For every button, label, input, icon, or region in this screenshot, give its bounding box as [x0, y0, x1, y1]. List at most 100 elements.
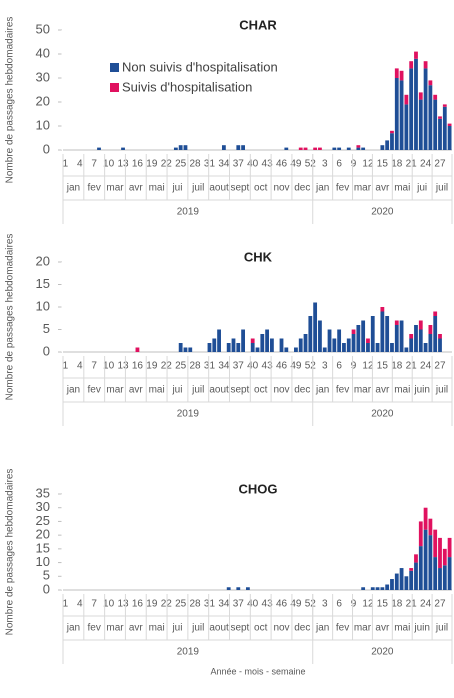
bar: [260, 334, 265, 352]
year-label: 2020: [371, 207, 394, 218]
bar: [380, 307, 385, 312]
x-axis-label: Année - mois - semaine: [210, 666, 305, 676]
x-tick-label: 6: [336, 599, 342, 610]
x-tick-label: 13: [117, 361, 129, 372]
bar: [327, 329, 332, 352]
x-tick-label: 19: [146, 599, 158, 610]
bar: [423, 507, 428, 530]
bar: [433, 316, 438, 352]
bar: [298, 338, 303, 352]
bar: [438, 118, 442, 150]
month-label: jan: [315, 623, 329, 634]
bar: [385, 316, 390, 352]
bar: [442, 104, 447, 107]
x-tick-label: 37: [233, 361, 245, 372]
bar: [270, 338, 274, 352]
y-tick-label: 10: [36, 298, 50, 313]
bar: [404, 576, 409, 590]
month-label: nov: [273, 623, 289, 634]
bar: [394, 320, 399, 325]
bar: [342, 343, 346, 352]
x-tick-label: 1: [63, 599, 69, 610]
x-tick-label: 15: [377, 361, 389, 372]
month-label: mar: [354, 623, 372, 634]
bar: [178, 145, 183, 150]
y-tick-label: 30: [36, 499, 50, 514]
bar: [241, 329, 245, 352]
bar: [414, 58, 418, 150]
bar: [404, 347, 409, 352]
month-label: juil: [191, 183, 204, 194]
bar: [121, 147, 125, 150]
x-tick-label: 28: [190, 599, 202, 610]
bar: [447, 123, 452, 126]
y-axis-label: Nombre de passages hebdomadaires: [5, 469, 16, 636]
bar: [438, 338, 442, 352]
x-tick-label: 52: [305, 599, 317, 610]
bar: [390, 133, 394, 150]
bar: [284, 147, 289, 150]
legend-label: Non suivis d'hospitalisation: [122, 59, 278, 74]
bar: [183, 145, 188, 150]
x-tick-label: 7: [91, 599, 97, 610]
bar: [284, 347, 289, 352]
month-label: avr: [129, 385, 144, 396]
x-tick-label: 3: [322, 599, 328, 610]
x-tick-label: 12: [362, 159, 374, 170]
bar: [356, 325, 361, 352]
x-tick-label: 22: [161, 599, 173, 610]
bar: [385, 140, 390, 150]
bar: [409, 68, 414, 150]
x-tick-label: 46: [276, 599, 288, 610]
month-label: mar: [354, 385, 372, 396]
x-tick-label: 24: [420, 159, 432, 170]
bar: [433, 529, 438, 558]
month-label: juil: [191, 385, 204, 396]
bar: [351, 329, 356, 334]
bar: [414, 325, 418, 352]
x-tick-label: 52: [305, 361, 317, 372]
month-label: aout: [209, 385, 229, 396]
bar: [423, 529, 428, 590]
bar: [390, 343, 394, 352]
x-tick-label: 4: [77, 159, 83, 170]
month-label: dec: [294, 623, 310, 634]
month-label: dec: [294, 183, 310, 194]
x-tick-label: 34: [218, 159, 230, 170]
month-label: avr: [375, 183, 390, 194]
bar: [241, 145, 245, 150]
month-label: mai: [394, 623, 410, 634]
y-tick-label: 20: [36, 527, 50, 542]
bar: [428, 80, 433, 86]
bar: [418, 320, 423, 330]
bar: [447, 126, 452, 150]
month-label: aout: [209, 623, 229, 634]
x-tick-label: 22: [161, 159, 173, 170]
bar: [409, 568, 414, 571]
x-tick-label: 9: [351, 599, 357, 610]
x-tick-label: 49: [290, 159, 302, 170]
bar: [226, 343, 231, 352]
x-tick-label: 21: [406, 361, 418, 372]
x-tick-label: 28: [190, 361, 202, 372]
y-tick-label: 0: [43, 343, 50, 358]
bar: [361, 320, 366, 352]
bar: [250, 343, 255, 352]
year-label: 2020: [371, 647, 394, 658]
bar: [337, 329, 342, 352]
month-label: oct: [254, 385, 268, 396]
x-tick-label: 16: [132, 361, 144, 372]
x-tick-label: 9: [351, 361, 357, 372]
y-tick-label: 40: [36, 45, 50, 60]
y-tick-label: 15: [36, 276, 50, 291]
chart-title: CHK: [244, 249, 273, 264]
x-tick-label: 27: [434, 159, 446, 170]
bar: [356, 147, 361, 150]
bar: [221, 145, 226, 150]
year-label: 2020: [371, 409, 394, 420]
bar: [438, 537, 442, 569]
x-tick-label: 49: [290, 599, 302, 610]
bar: [337, 147, 342, 150]
month-label: oct: [254, 183, 268, 194]
month-label: avr: [129, 623, 144, 634]
